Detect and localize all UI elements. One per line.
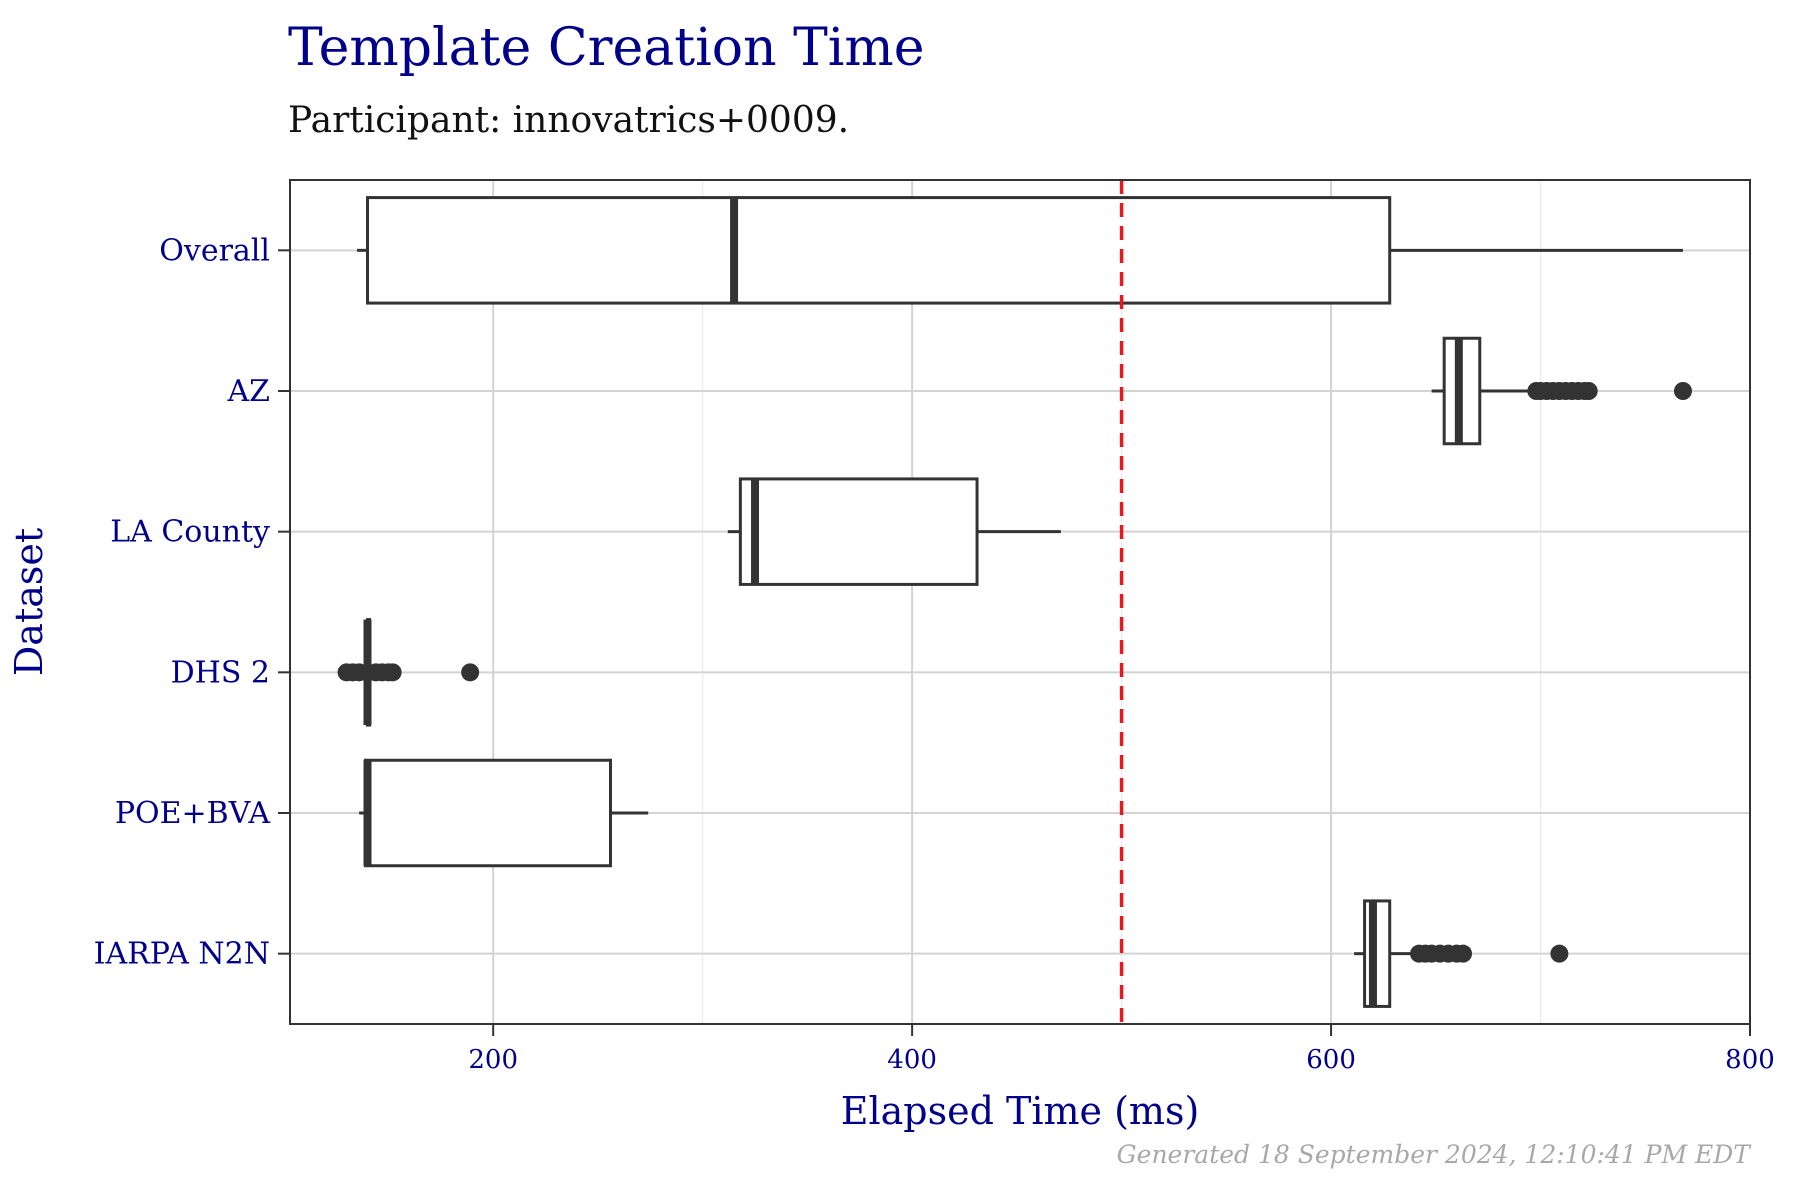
x-tick-label: 400 [887,1045,937,1075]
box-poe-bva [359,758,649,868]
box-iqr [363,758,612,868]
y-tick-label: LA County [110,515,270,550]
boxes [337,196,1692,1008]
y-tick-label: DHS 2 [171,655,270,690]
x-tick-label: 800 [1725,1045,1775,1075]
outlier-point [461,663,480,682]
chart-subtitle: Participant: innovatrics+0009. [288,100,850,141]
box-iqr [366,196,1392,305]
box-iarpa-n2n [1354,899,1569,1008]
box-dhs-2 [337,618,480,727]
plot-border [289,179,1751,1025]
y-tick-label: IARPA N2N [94,937,270,972]
x-tick-label: 200 [468,1045,518,1075]
y-axis-title: Dataset [7,528,51,676]
outlier-point [1550,944,1569,963]
outlier-point [1454,944,1473,963]
outlier-point [1579,382,1598,400]
x-tick-label: 600 [1306,1045,1356,1075]
generated-timestamp: Generated 18 September 2024, 12:10:41 PM… [1116,1140,1750,1169]
x-axis-title: Elapsed Time (ms) [841,1089,1200,1133]
x-axis: 200 400 600 800 [468,1024,1775,1075]
y-axis: Overall AZ LA County DHS 2 POE+BVA IARPA N2N [94,233,290,972]
box-la-county [727,477,1061,586]
outlier-point [350,663,369,682]
y-tick-label: Overall [159,233,270,268]
y-tick-label: POE+BVA [115,796,270,831]
box-iqr [1363,899,1392,1008]
box-iqr [738,477,979,586]
box-az [1431,336,1692,446]
chart-title: Template Creation Time [288,18,925,78]
y-tick-label: AZ [226,374,270,409]
box-overall [357,196,1683,305]
outlier-point [1673,382,1692,400]
plot-panel [290,180,1750,1024]
outlier-point [383,663,402,682]
